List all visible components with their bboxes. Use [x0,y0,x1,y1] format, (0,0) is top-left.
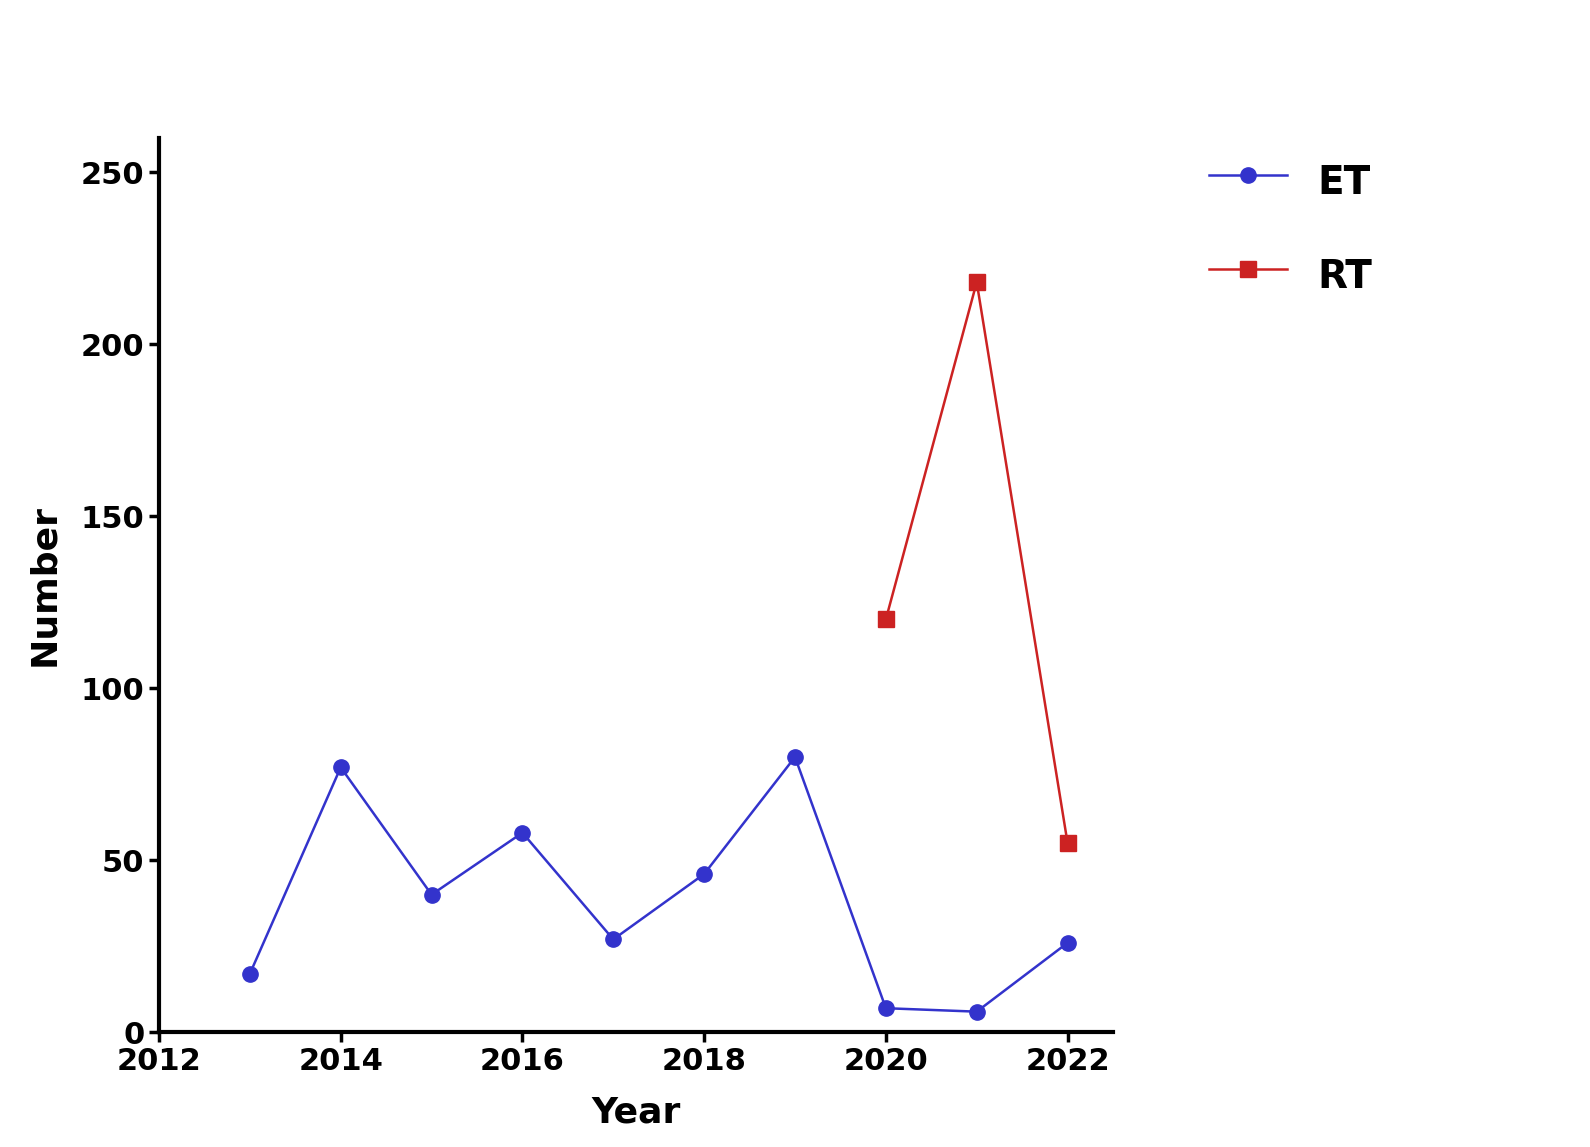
X-axis label: Year: Year [591,1095,681,1130]
Legend: ET, RT: ET, RT [1208,157,1372,298]
Y-axis label: Number: Number [27,504,62,666]
